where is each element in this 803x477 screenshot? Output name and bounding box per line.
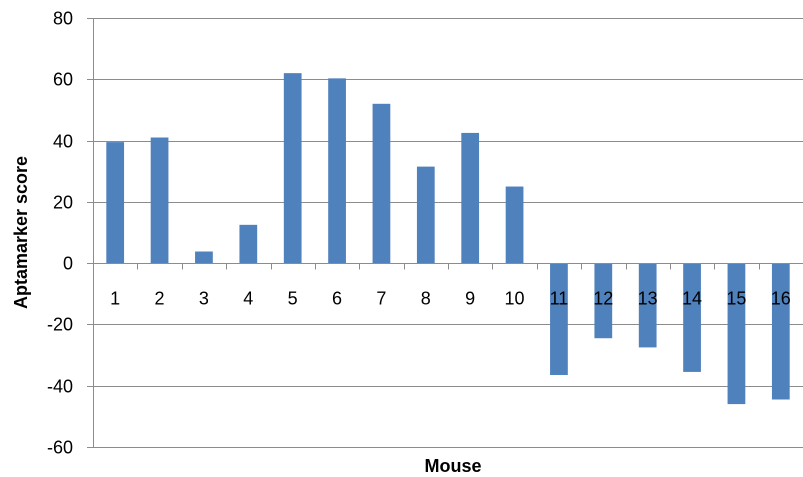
category-label: 14 [682,289,702,309]
y-tick-label: 80 [53,9,73,29]
bar [638,263,657,348]
category-label: 10 [505,289,525,309]
category-label: 6 [332,289,342,309]
y-tick-label: 60 [53,70,73,90]
bar [550,263,568,375]
category-label: 15 [726,289,746,309]
category-label: 5 [288,289,298,309]
bar [594,263,613,339]
bar [372,103,391,264]
category-label: 7 [376,289,386,309]
gridlines [87,18,803,448]
bar [505,186,524,264]
y-tick-label: 40 [53,132,73,152]
y-tick-label: 0 [63,254,73,274]
bar [727,263,746,405]
bar [283,73,302,264]
bar [328,78,346,264]
x-tick-marks [137,263,760,270]
category-label: 9 [465,289,475,309]
y-axis-title: Aptamarker score [11,156,31,309]
bar [771,263,790,400]
y-tick-label: -60 [47,438,73,458]
category-label: 8 [421,289,431,309]
bar [195,251,213,264]
bar [683,263,701,372]
category-label: 2 [155,289,165,309]
category-label: 12 [593,289,613,309]
bar [461,132,480,264]
bar [150,137,169,264]
y-tick-label: -40 [47,377,73,397]
y-tick-label: 20 [53,193,73,213]
category-label: 4 [243,289,253,309]
x-axis-title: Mouse [424,456,481,476]
y-tick-labels: 80 60 40 20 0 -20 -40 -60 [47,9,73,458]
category-label: 3 [199,289,209,309]
bar [239,224,258,264]
category-label: 16 [771,289,791,309]
category-label: 1 [110,289,120,309]
category-labels: 1 2 3 4 5 6 7 8 9 10 11 12 13 14 15 16 [110,289,791,309]
bar [416,166,435,264]
category-label: 13 [638,289,658,309]
category-label: 11 [550,289,569,309]
y-tick-label: -20 [47,315,73,335]
bar [106,142,125,264]
bars [106,73,790,405]
